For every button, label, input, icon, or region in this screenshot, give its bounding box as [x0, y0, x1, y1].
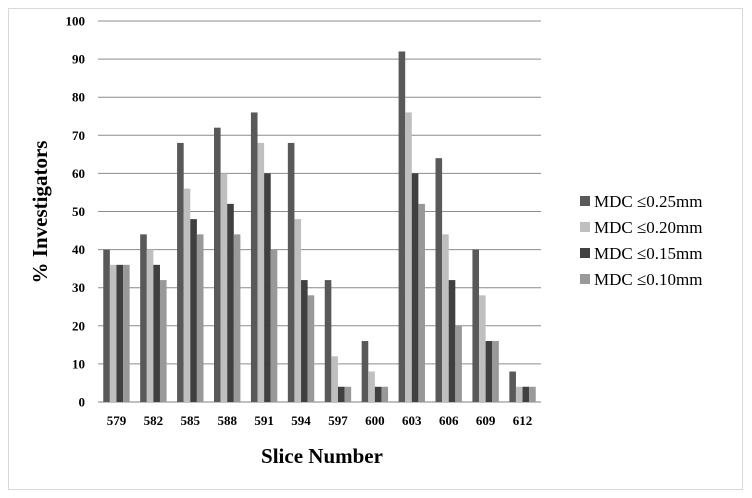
x-tick-label: 585	[181, 413, 201, 428]
y-tick-label: 90	[72, 52, 85, 67]
bar	[190, 219, 197, 402]
bar	[159, 280, 167, 402]
x-tick-label: 597	[328, 413, 348, 428]
y-tick-label: 70	[72, 128, 85, 143]
bar	[448, 280, 456, 402]
bar	[227, 203, 234, 402]
bar	[103, 249, 110, 402]
bar	[509, 371, 516, 402]
bar	[140, 234, 147, 402]
bar	[455, 325, 462, 402]
y-tick-label: 30	[72, 280, 85, 295]
bar	[196, 234, 204, 402]
bar	[294, 219, 302, 402]
bar	[398, 51, 406, 402]
y-tick-label: 40	[72, 242, 85, 257]
y-tick-label: 50	[72, 204, 85, 219]
legend-swatch	[580, 222, 590, 232]
x-tick-label: 600	[365, 413, 385, 428]
x-tick-label: 612	[513, 413, 533, 428]
bar	[405, 112, 412, 402]
bar	[123, 264, 130, 402]
bar	[214, 127, 221, 403]
y-tick-label: 60	[72, 166, 85, 181]
bar	[153, 264, 160, 402]
bar	[233, 234, 241, 402]
legend-swatch	[580, 196, 590, 206]
y-tick-label: 10	[72, 356, 85, 371]
x-tick-label: 606	[439, 413, 459, 428]
x-tick-label: 591	[254, 413, 274, 428]
bar	[301, 280, 308, 402]
x-tick-label: 588	[217, 413, 237, 428]
bar	[177, 142, 184, 403]
bar	[361, 341, 369, 402]
legend-swatch	[580, 248, 590, 258]
bar	[472, 249, 480, 402]
x-tick-label: 579	[107, 413, 127, 428]
bar	[479, 295, 486, 402]
x-tick-label: 594	[291, 413, 311, 428]
bar	[368, 371, 375, 402]
legend-label: MDC ≤0.25mm	[594, 192, 703, 211]
y-tick-label: 20	[72, 318, 85, 333]
bar	[492, 341, 499, 402]
y-tick-label: 80	[72, 90, 85, 105]
bar	[116, 264, 124, 402]
bars	[103, 51, 536, 403]
bar	[442, 234, 449, 402]
bar	[250, 112, 258, 402]
bar	[418, 203, 425, 402]
bar	[344, 386, 352, 402]
bar	[522, 386, 530, 402]
y-tick-label: 0	[79, 395, 86, 410]
bar	[307, 295, 315, 402]
bar	[270, 249, 278, 402]
bar	[287, 142, 295, 403]
x-axis-title: Slice Number	[261, 444, 383, 468]
bar	[337, 386, 345, 402]
bar	[264, 173, 271, 402]
chart-frame	[8, 8, 743, 490]
legend-label: MDC ≤0.15mm	[594, 244, 703, 263]
y-tick-label: 100	[66, 14, 86, 29]
gridlines	[98, 20, 541, 403]
y-axis-title: % Investigators	[28, 141, 52, 284]
x-tick-label: 603	[402, 413, 422, 428]
bar	[146, 249, 154, 402]
bar	[109, 264, 117, 402]
bar	[220, 173, 228, 402]
legend-label: MDC ≤0.20mm	[594, 218, 703, 237]
bar	[257, 142, 265, 403]
legend-swatch	[580, 274, 590, 284]
bar	[435, 158, 443, 402]
bar	[331, 356, 338, 402]
y-tick-labels: 0 10 20 30 40 50 60 70 80 90 100	[66, 14, 86, 410]
bar	[183, 188, 191, 402]
bar	[515, 386, 523, 402]
x-tick-label: 582	[144, 413, 164, 428]
legend-label: MDC ≤0.10mm	[594, 270, 703, 289]
bar	[485, 341, 493, 402]
x-tick-labels: 579 582 585 588 591 594 597 600 603 606 609 612	[107, 413, 533, 428]
bar	[381, 386, 389, 402]
legend: MDC ≤0.25mm MDC ≤0.20mm MDC ≤0.15mm MDC ≤0.…	[580, 192, 703, 289]
bar	[529, 386, 536, 402]
bar	[324, 280, 332, 402]
bar	[411, 173, 419, 402]
bar	[374, 386, 382, 402]
x-tick-label: 609	[476, 413, 496, 428]
